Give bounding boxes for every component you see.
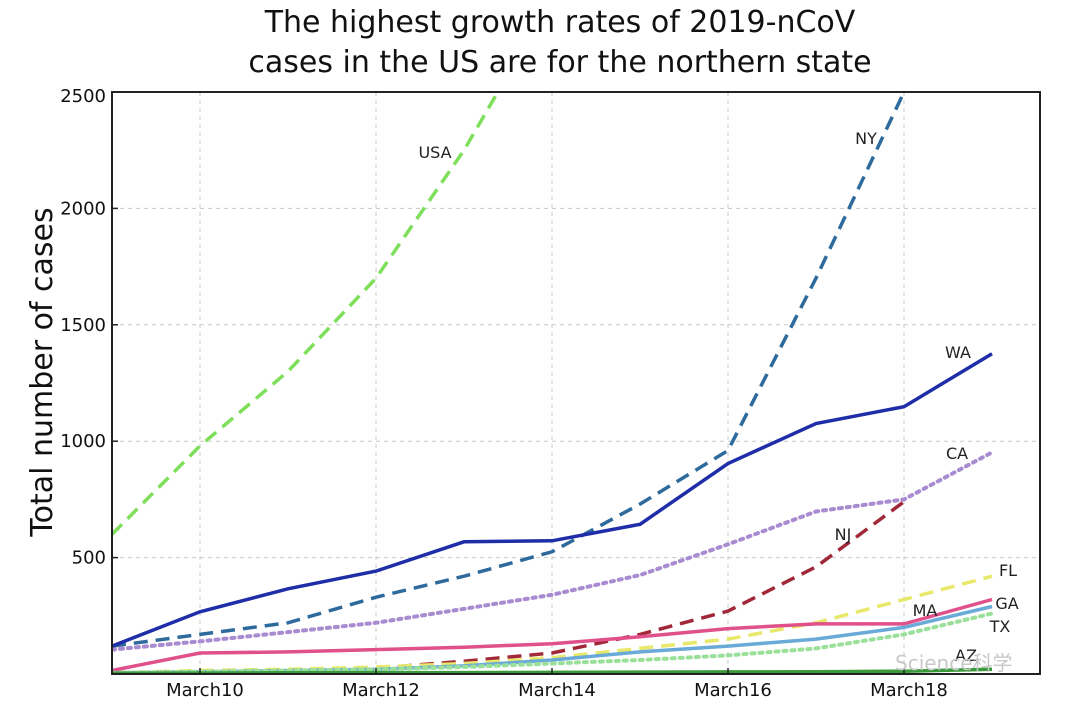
series-line-wa xyxy=(112,352,993,648)
axis-ticks: 500 1000 1500 2000 2500 March10 March12 March14… xyxy=(60,86,948,701)
series-label-ca: CA xyxy=(946,444,968,463)
x-tick-label-2: March14 xyxy=(518,680,596,701)
x-tick-label-0: March10 xyxy=(166,680,244,701)
plot-frame xyxy=(111,91,1041,675)
y-tick-label-2: 1500 xyxy=(60,315,106,336)
series-label-ny: NY xyxy=(855,129,877,148)
series-line-ca xyxy=(112,450,994,652)
series-labels: USA NY WA CA NJ FL GA MA TX AZ xyxy=(418,129,1018,665)
series-label-tx: TX xyxy=(989,617,1011,636)
y-tick-label-1: 1000 xyxy=(60,431,106,452)
y-axis-label: Total number of cases xyxy=(25,207,60,537)
series-label-wa: WA xyxy=(945,343,971,362)
watermark: Science科学 xyxy=(895,651,1013,675)
y-tick-label-3: 2000 xyxy=(60,198,106,219)
x-tick-label-4: March18 xyxy=(870,680,948,701)
series-label-ga: GA xyxy=(995,594,1018,613)
chart-title-line-1: The highest growth rates of 2019-nCoV xyxy=(264,5,856,40)
series-label-fl: FL xyxy=(999,561,1017,580)
y-tick-label-0: 500 xyxy=(72,548,106,569)
series-lines xyxy=(112,92,994,674)
series-line-tx xyxy=(112,611,994,674)
y-tick-label-4: 2500 xyxy=(60,86,106,107)
x-tick-label-3: March16 xyxy=(694,680,772,701)
x-tick-label-1: March12 xyxy=(342,680,420,701)
series-line-fl xyxy=(112,574,993,674)
series-line-usa xyxy=(112,92,500,536)
chart-title-line-2: cases in the US are for the northern sta… xyxy=(248,45,871,80)
series-label-nj: NJ xyxy=(835,525,852,544)
series-line-ga xyxy=(112,597,993,673)
series-label-ma: MA xyxy=(913,601,938,620)
grid xyxy=(112,91,1040,674)
series-line-ny xyxy=(112,92,906,648)
series-label-az: AZ xyxy=(955,646,977,665)
series-label-usa: USA xyxy=(418,143,451,162)
